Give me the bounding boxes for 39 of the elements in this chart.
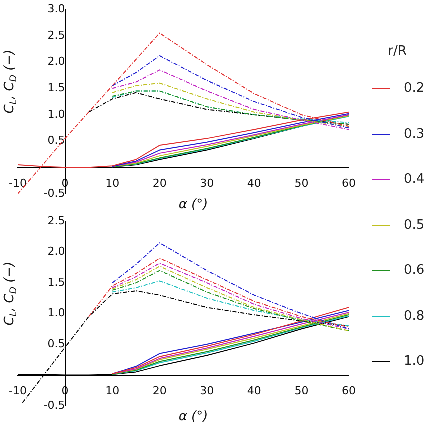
x-tick-label: 60 <box>342 177 356 190</box>
y-tick-label: 3.0 <box>48 2 66 16</box>
y-tick-label: 1.5 <box>48 276 66 289</box>
y-tick-label: 2.5 <box>48 214 66 228</box>
x-tick-label: -10 <box>9 177 27 190</box>
x-tick-label: -10 <box>9 384 27 398</box>
x-axis-title: α (°) <box>178 197 208 212</box>
legend-label: 0.4 <box>404 172 425 188</box>
legend-label: 0.5 <box>404 218 425 233</box>
y-tick-label: 1.5 <box>48 81 66 94</box>
legend-label: 1.0 <box>404 354 425 370</box>
x-tick-label: 10 <box>106 384 120 398</box>
legend-label: 0.2 <box>404 81 425 96</box>
x-tick-label: 40 <box>247 384 262 398</box>
y-axis-title: CL, CD (−) <box>2 262 20 326</box>
y-tick-label: 2.5 <box>48 28 66 42</box>
x-tick-label: 20 <box>152 177 167 190</box>
y-tick-label: 0.5 <box>48 337 66 350</box>
legend-label: 0.8 <box>404 308 425 324</box>
legend-title: r/R <box>387 44 408 61</box>
x-tick-label: 30 <box>200 384 214 398</box>
y-tick-label: -0.5 <box>44 186 66 200</box>
y-tick-label: 1.0 <box>48 306 66 320</box>
legend-label: 0.3 <box>404 126 425 142</box>
x-tick-label: 40 <box>247 177 262 190</box>
x-axis-title: α (°) <box>178 409 208 424</box>
y-tick-label: 1.0 <box>48 108 66 121</box>
x-tick-label: 30 <box>200 177 214 190</box>
x-tick-label: 20 <box>152 384 167 398</box>
y-tick-label: 2.0 <box>48 245 66 258</box>
x-tick-label: 50 <box>294 384 309 398</box>
y-tick-label: 0.5 <box>48 134 66 148</box>
x-tick-label: 60 <box>342 384 356 398</box>
x-tick-label: 10 <box>106 177 120 190</box>
x-tick-label: 50 <box>294 177 309 190</box>
y-axis-title: CL, CD (−) <box>2 50 20 114</box>
y-tick-label: -0.5 <box>44 398 66 412</box>
legend-label: 0.6 <box>404 263 425 278</box>
y-tick-label: 2.0 <box>48 55 66 68</box>
